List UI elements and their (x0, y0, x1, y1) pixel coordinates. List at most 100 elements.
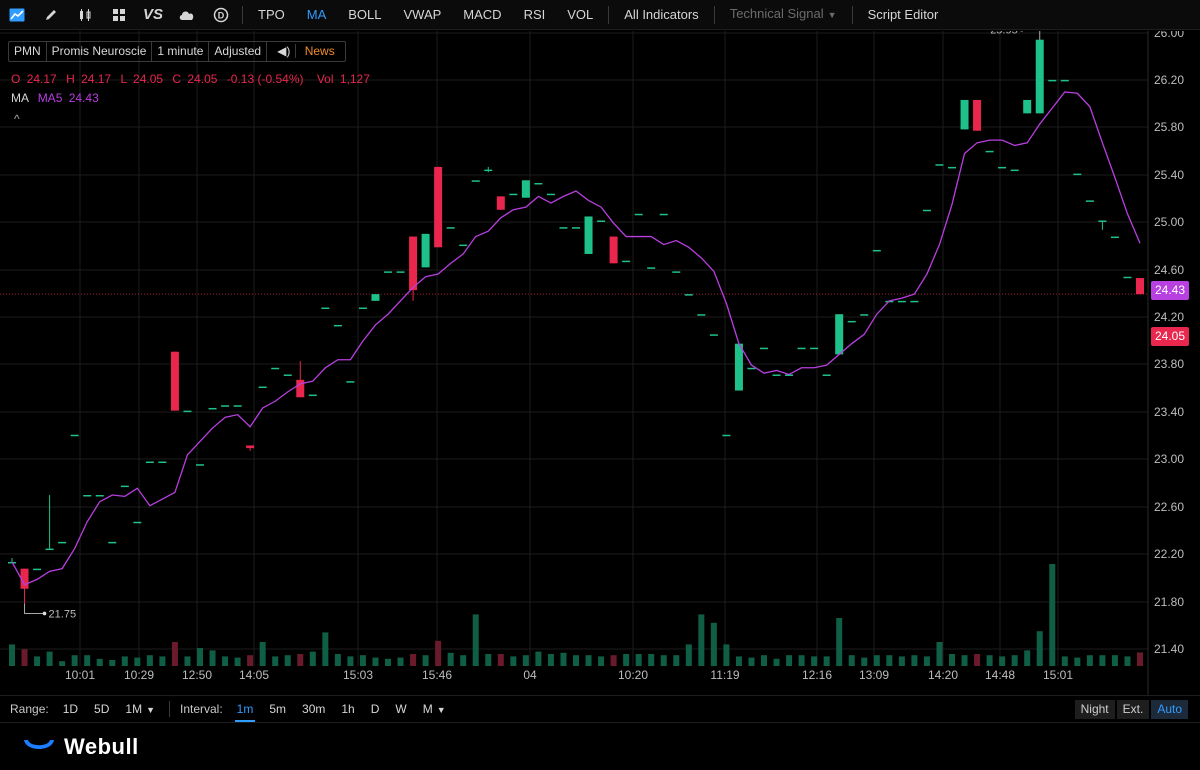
volume-bar (873, 655, 880, 666)
adjust-label[interactable]: Adjusted (209, 42, 268, 61)
volume-bar (447, 652, 454, 666)
volume-bar (648, 654, 655, 666)
volume-bar (21, 649, 28, 666)
caret-down-icon: ▼ (146, 705, 155, 715)
toolbar-divider (608, 5, 610, 24)
high-label: H (66, 72, 75, 86)
volume-bar (786, 655, 793, 666)
candle-body (133, 521, 142, 524)
script-editor-button[interactable]: Script Editor (867, 6, 939, 22)
volume-bar (673, 655, 680, 666)
brand-logo: Webull (22, 734, 139, 760)
candle-body (872, 249, 881, 252)
interval-d[interactable]: D (370, 702, 380, 716)
volume-bar (347, 656, 354, 666)
indicator-macd[interactable]: MACD (463, 6, 502, 22)
candle-body (20, 568, 29, 589)
indicator-vwap[interactable]: VWAP (403, 6, 442, 22)
candle-body (935, 164, 944, 166)
candle-body (95, 495, 104, 497)
volume-bar (497, 654, 504, 666)
interval-1m[interactable]: 1m (229, 702, 262, 722)
session-night[interactable]: Night (1074, 700, 1115, 719)
cloud-icon[interactable] (170, 0, 204, 30)
ma-label[interactable]: MA (11, 91, 29, 105)
range-1d[interactable]: 1D (62, 702, 79, 716)
candle-body (258, 386, 267, 389)
volume-bar (385, 658, 391, 666)
technical-signal-dropdown[interactable]: Technical Signal ▼ (719, 0, 848, 30)
news-button[interactable]: ◀) News (267, 42, 345, 61)
compare-icon[interactable]: VS (136, 0, 170, 30)
compare-label: VS (142, 6, 163, 23)
interval-30m[interactable]: 30m (302, 702, 326, 716)
volume-bar (836, 618, 843, 666)
x-tick-label: 10:01 (65, 668, 95, 682)
volume-bar (660, 655, 667, 666)
volume-bar (861, 657, 868, 666)
technical-signal-label: Technical Signal (729, 6, 824, 21)
candle-body (509, 193, 518, 196)
x-tick-label: 15:03 (343, 668, 373, 682)
volume-bar (723, 644, 730, 666)
candle-body (70, 434, 79, 437)
volume-bar (272, 656, 279, 666)
session-auto[interactable]: Auto (1151, 700, 1188, 719)
range-1m[interactable]: 1M ▼ (117, 702, 163, 716)
volume-bar (397, 657, 404, 666)
pencil-icon[interactable] (34, 0, 68, 30)
candle-body (459, 244, 468, 247)
candle-icon[interactable] (68, 0, 102, 30)
volume-bar (284, 655, 291, 666)
interval-w[interactable]: W (395, 702, 407, 716)
volume-bar (297, 654, 304, 666)
volume-bar (197, 648, 203, 666)
range-label: Range: (10, 702, 49, 716)
volume-bar (974, 654, 981, 666)
chart-icon[interactable] (0, 0, 34, 30)
grid-icon[interactable] (102, 0, 136, 30)
y-tick-label: 25.40 (1154, 168, 1184, 182)
volume-bar (309, 651, 316, 666)
candle-body (45, 548, 54, 551)
all-indicators-button[interactable]: All Indicators (624, 6, 699, 22)
toolbar-divider (851, 5, 853, 24)
volume-bar (1024, 650, 1031, 666)
volume-bar (134, 657, 141, 666)
candle-body (308, 394, 317, 397)
indicator-vol[interactable]: VOL (567, 6, 594, 22)
volume-bar (121, 656, 128, 666)
candle-body (572, 227, 580, 229)
interval-m[interactable]: M ▼ (415, 702, 454, 716)
session-ext[interactable]: Ext. (1116, 700, 1150, 719)
ma5-label: MA5 (37, 91, 63, 105)
price-chart[interactable]: 26.00 26.20 25.80 25.40 25.00 24.60 24.20 23.80… (0, 31, 1200, 695)
volume-value: 1,127 (339, 72, 370, 86)
y-tick-label: 23.00 (1154, 452, 1184, 466)
candle-body (559, 227, 568, 229)
range-5d[interactable]: 5D (94, 702, 110, 716)
symbol-ticker[interactable]: PMN (9, 42, 47, 61)
indicator-tpo[interactable]: TPO (258, 6, 285, 22)
candle-body (835, 314, 844, 355)
candle-body (998, 166, 1007, 169)
candle-body (897, 300, 906, 303)
indicator-boll[interactable]: BOLL (348, 6, 382, 22)
volume-bar (472, 614, 479, 666)
interval-1h[interactable]: 1h (341, 702, 355, 716)
volume-bar (435, 640, 442, 666)
candle-body (609, 236, 618, 264)
dividend-icon[interactable]: D (204, 0, 238, 30)
change-value: -0.13 (-0.54%) (226, 72, 304, 86)
volume-bar (761, 655, 767, 666)
y-tick-label: 23.80 (1154, 357, 1184, 371)
collapse-chevron-icon[interactable]: ^ (14, 112, 20, 126)
volume-bar (598, 656, 605, 666)
interval-5m[interactable]: 5m (269, 702, 287, 716)
interval-label[interactable]: 1 minute (152, 42, 210, 61)
ohlc-row: O 24.17 H 24.17 L 24.05 C 24.05 -0.13 (-… (8, 72, 370, 86)
indicator-rsi[interactable]: RSI (523, 6, 546, 22)
indicator-ma[interactable]: MA (306, 6, 327, 22)
volume-bar (96, 658, 103, 666)
symbol-name: Promis Neuroscie (47, 42, 153, 61)
